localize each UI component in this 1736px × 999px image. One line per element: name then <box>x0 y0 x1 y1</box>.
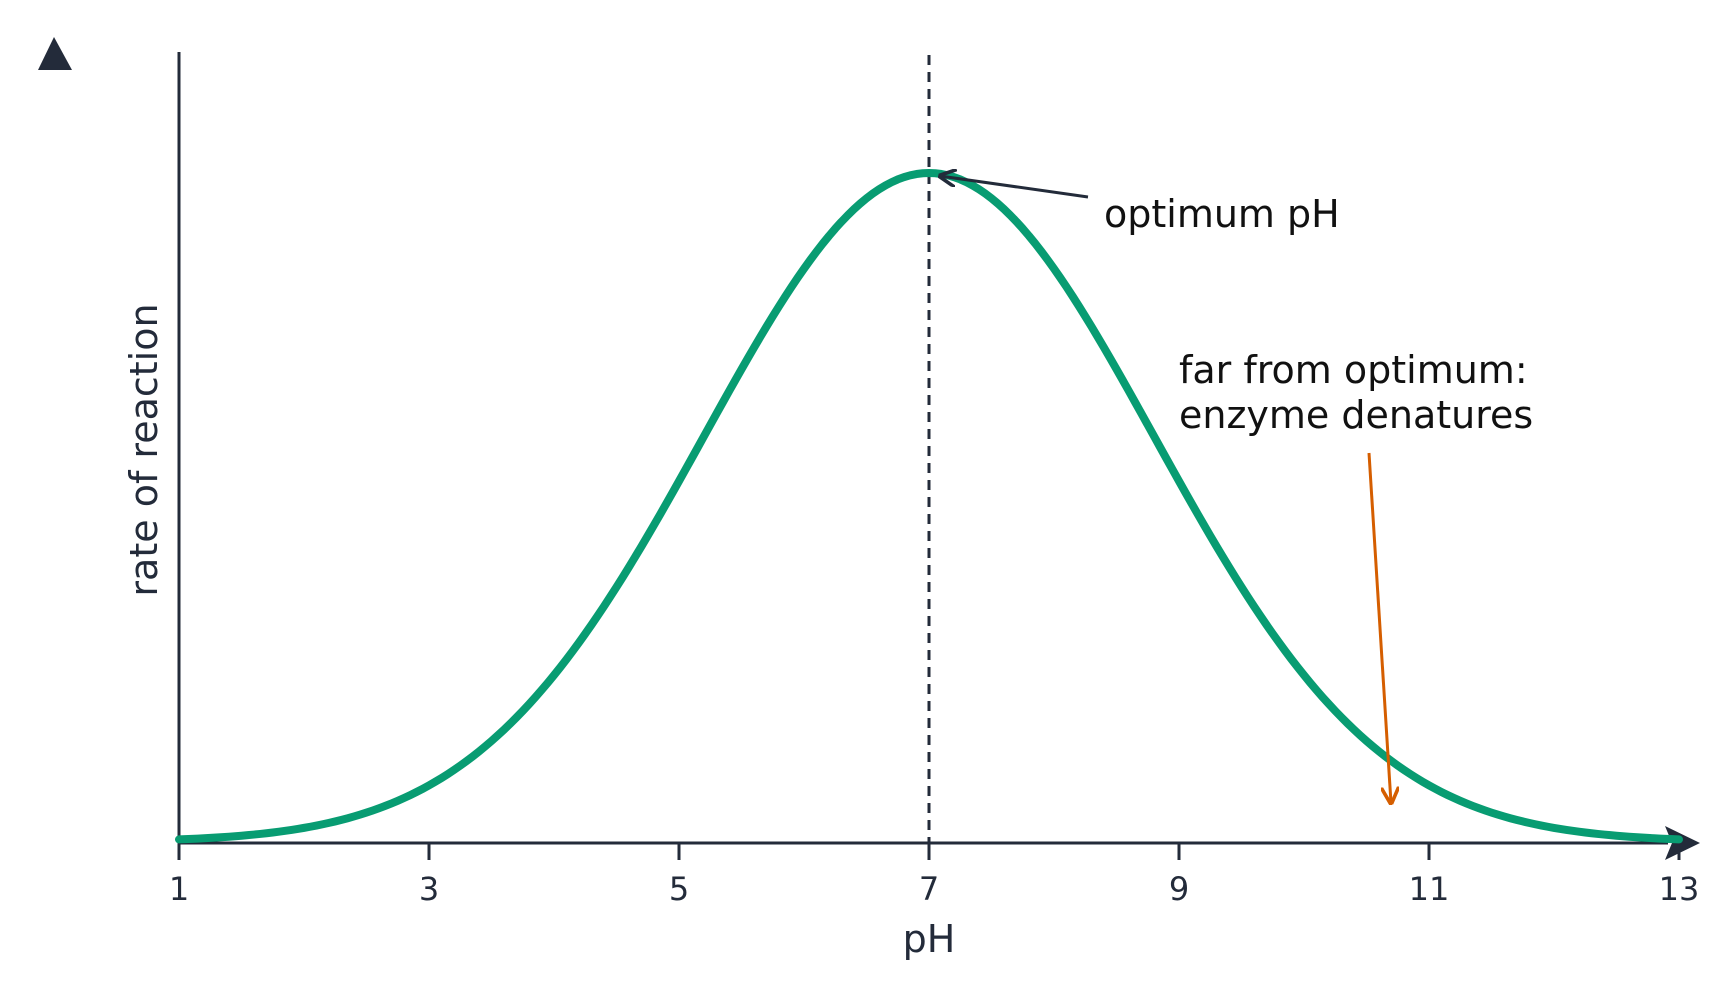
x-tick-label-3: 3 <box>419 870 439 908</box>
x-tick-label-9: 9 <box>1169 870 1189 908</box>
x-tick-label-13: 13 <box>1659 870 1700 908</box>
x-axis-title: pH <box>903 917 956 961</box>
rate-curve <box>175 169 1683 844</box>
x-tick-label-1: 1 <box>169 870 189 908</box>
y-axis-title: rate of reaction <box>122 303 166 596</box>
denature-label-line-2: enzyme denatures <box>1179 393 1533 437</box>
x-tick-label-5: 5 <box>669 870 689 908</box>
optimum-label: optimum pH <box>1104 192 1340 236</box>
x-axis-arrowhead-icon <box>1665 826 1700 860</box>
y-axis-arrowhead-icon <box>38 37 72 70</box>
optimum-arrow <box>940 176 1089 199</box>
denature-arrow <box>1367 452 1391 803</box>
x-tick-label-7: 7 <box>919 870 939 908</box>
x-tick-label-11: 11 <box>1409 870 1450 908</box>
x-axis-ticks: 1 3 5 7 9 11 13 <box>169 843 1700 908</box>
denature-label-line-1: far from optimum: <box>1179 348 1528 392</box>
